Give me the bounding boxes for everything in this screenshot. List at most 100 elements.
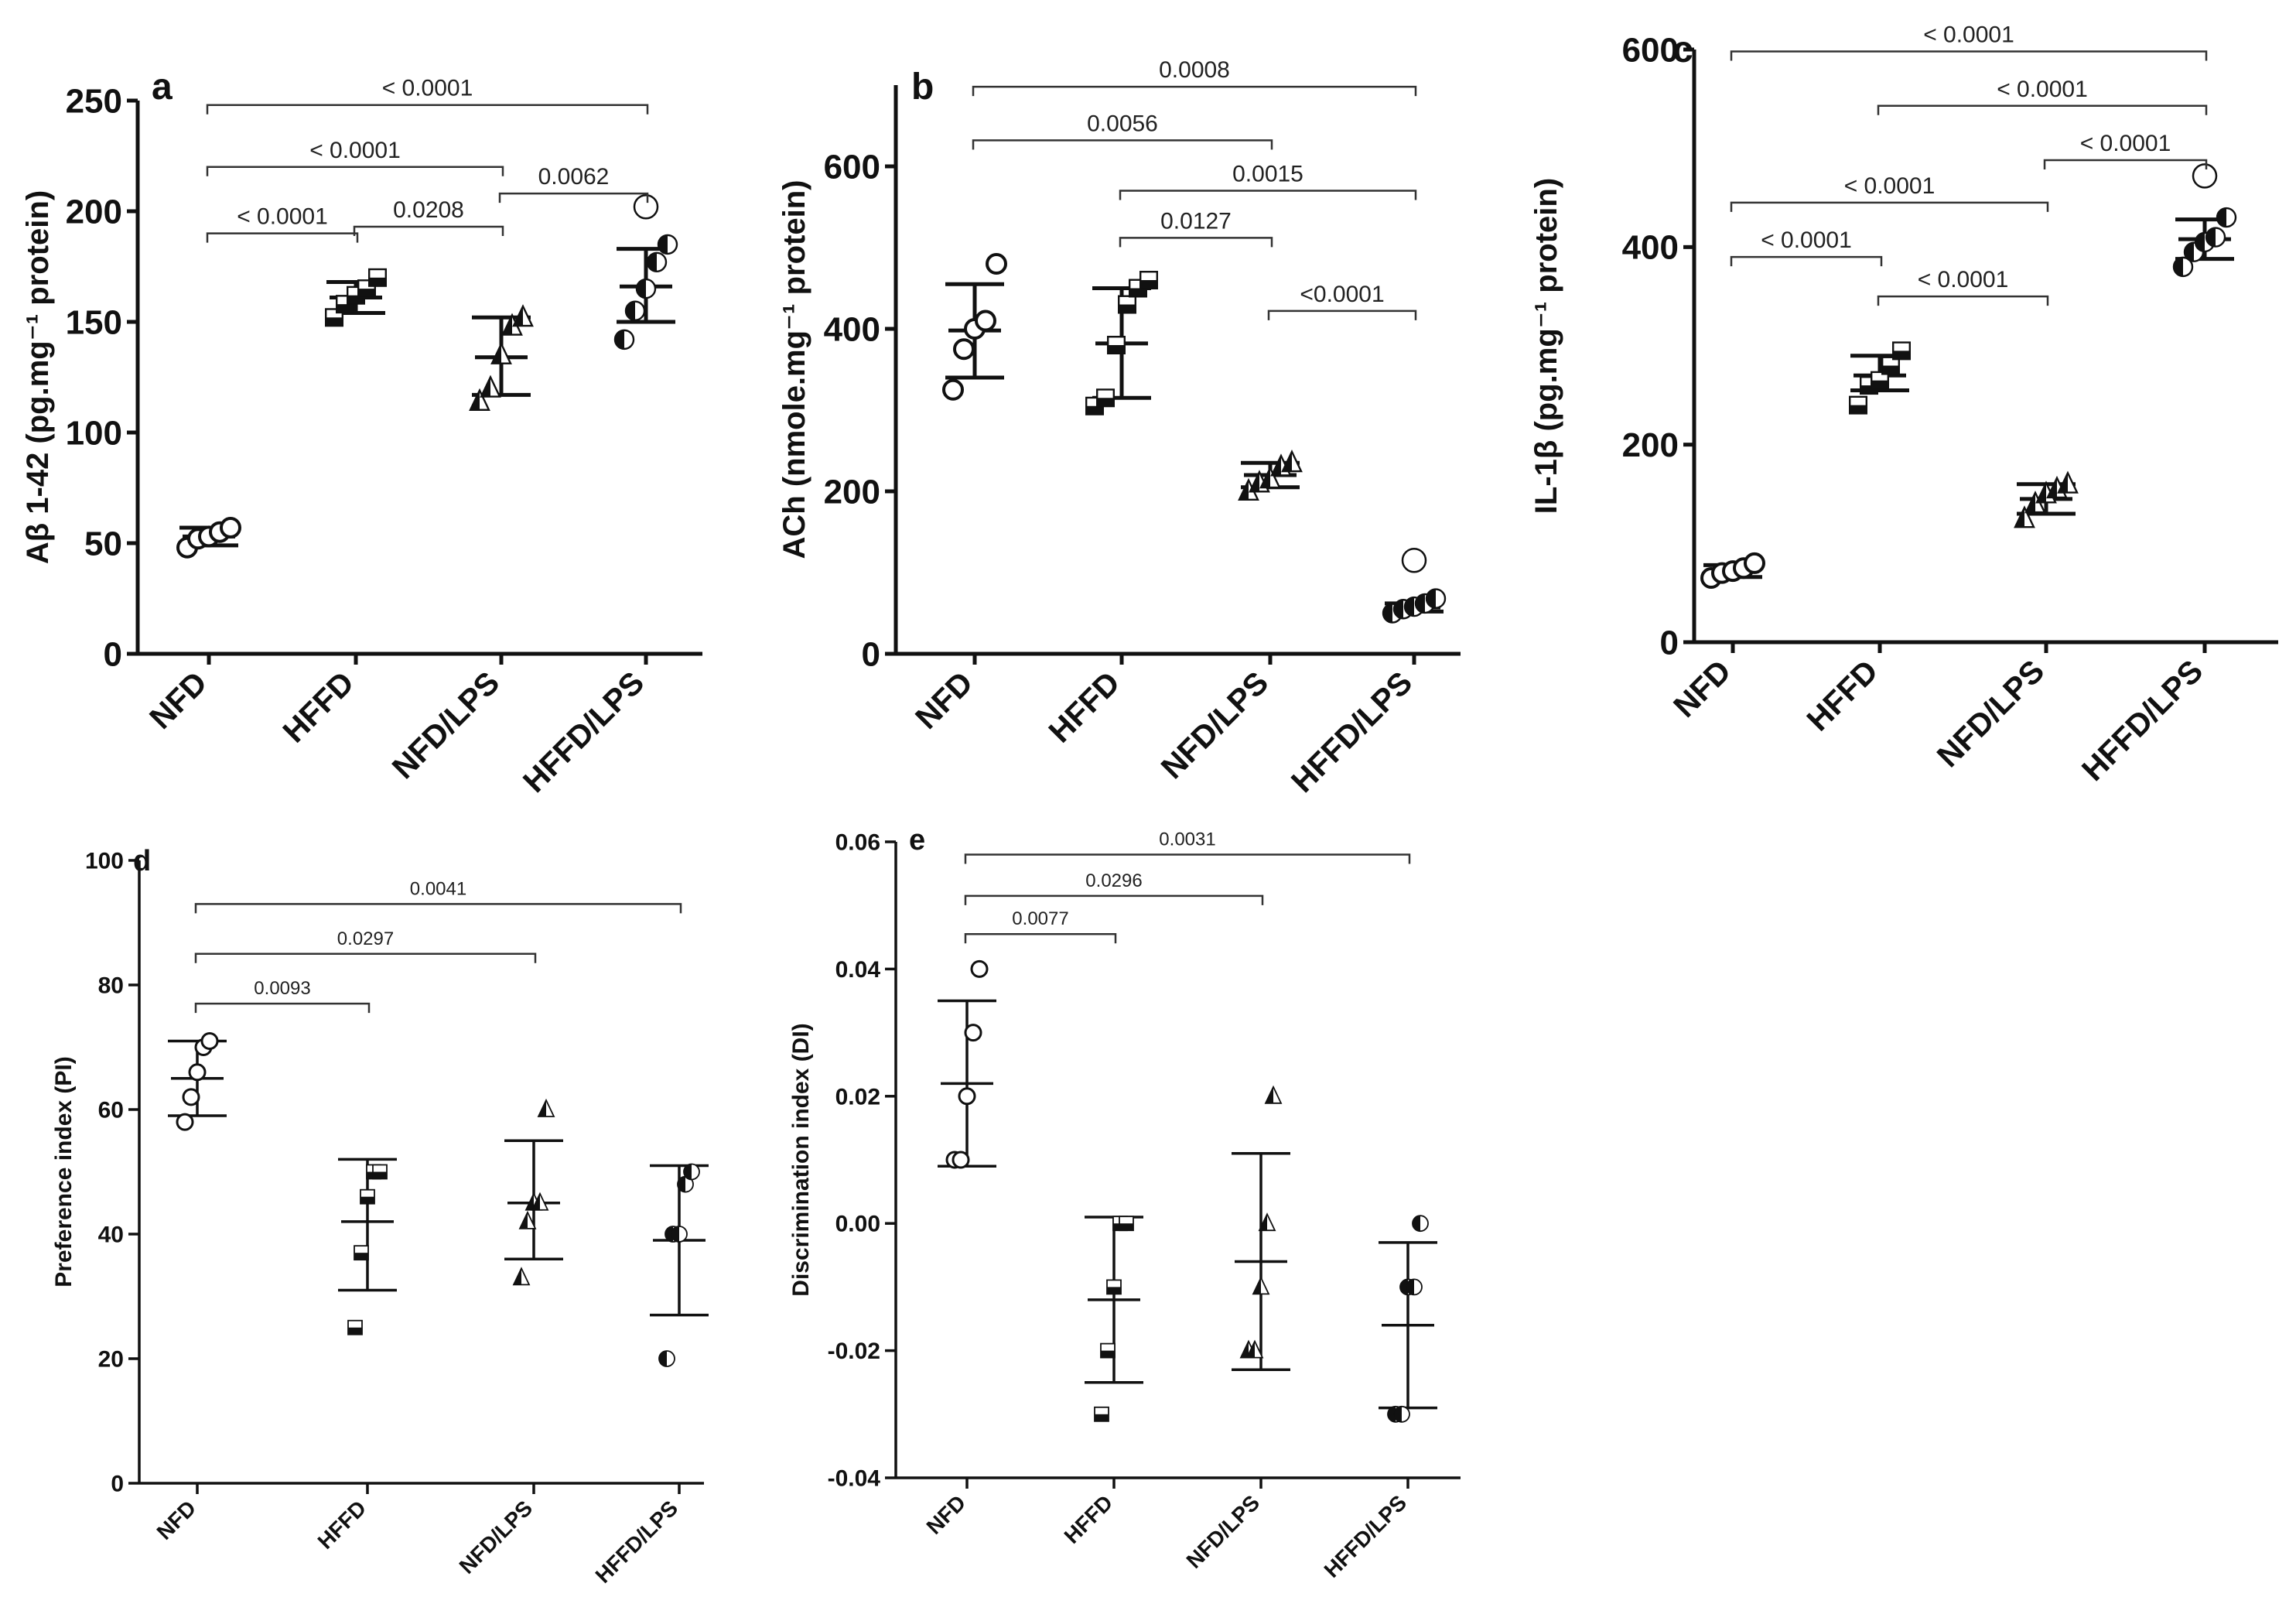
data-point-fill	[514, 306, 523, 327]
series-hffd	[1085, 1216, 1143, 1422]
y-axis-label: Discrimination index (DI)	[788, 1023, 814, 1296]
data-point-fill	[503, 315, 512, 335]
data-point-fill	[2206, 227, 2216, 247]
data-point-fill	[492, 344, 501, 364]
y-tick-label: 200	[66, 193, 122, 231]
y-axis-label: Aβ 1-42 (pg.mg⁻¹ protein)	[21, 190, 55, 564]
data-point-fill	[615, 330, 624, 349]
data-point-fill	[2037, 483, 2046, 503]
series-hffd	[1085, 271, 1158, 415]
bracket-line	[194, 952, 537, 963]
chart-panel-b: 0 200 400 600 b ACh (nmole.mg⁻¹ protein) NFD HF…	[777, 57, 1461, 799]
y-tick-label: 0	[104, 635, 122, 673]
chart-panel-a: 0 50 100 150 200 250 a Aβ 1-42 (pg.mg⁻¹ protein…	[21, 67, 702, 799]
significance-bracket: 0.0031	[964, 829, 1411, 864]
y-tick-label: 0.00	[835, 1212, 880, 1237]
bracket-line	[2043, 159, 2208, 169]
data-point-fill	[1400, 1279, 1408, 1295]
x-category-label: HFFD	[1042, 665, 1127, 750]
data-point-fill	[373, 1171, 387, 1179]
x-category-label: NFD	[1666, 653, 1737, 724]
data-point-fill	[2015, 508, 2024, 528]
data-point-fill	[637, 279, 646, 299]
y-tick-label: 0.04	[835, 957, 881, 983]
y-tick-label: 200	[824, 473, 880, 511]
data-point-fill	[1095, 1414, 1109, 1421]
significance-bracket: 0.0041	[194, 878, 682, 914]
x-category-label: HFFD	[313, 1496, 371, 1554]
x-category-label: NFD/LPS	[455, 1496, 538, 1578]
p-value-label: 0.0093	[254, 978, 310, 999]
significance-bracket: 0.0062	[498, 164, 649, 203]
data-point-fill	[1107, 1287, 1121, 1294]
data-point-fill	[532, 1193, 540, 1210]
series-hffd-lps	[613, 194, 678, 350]
data-point-fill	[671, 1226, 679, 1242]
data-point	[986, 253, 1007, 275]
p-value-label: < 0.0001	[309, 138, 401, 163]
series-nfd-lps	[1238, 450, 1303, 501]
series-nfd	[938, 959, 996, 1169]
p-value-label: 0.0056	[1087, 111, 1158, 136]
bracket-line	[1877, 295, 2049, 306]
y-tick-label: 100	[66, 414, 122, 452]
series-hffd	[325, 268, 388, 327]
data-point-fill	[358, 289, 375, 297]
series-hffd	[1848, 341, 1911, 415]
bracket-line	[194, 903, 682, 914]
data-point-fill	[1108, 345, 1125, 354]
p-value-label: < 0.0001	[382, 76, 473, 101]
significance-bracket: < 0.0001	[1877, 77, 2208, 115]
outlier-point	[2192, 163, 2218, 189]
x-category-label: HFFD	[1800, 653, 1885, 738]
data-point	[958, 1087, 976, 1106]
data-point-fill	[538, 1100, 546, 1116]
data-point-fill	[1097, 398, 1114, 407]
bracket-line	[1730, 50, 2208, 61]
p-value-label: 0.0077	[1012, 908, 1068, 929]
data-point-fill	[1850, 405, 1867, 414]
y-tick-label: 600	[1622, 31, 1679, 69]
p-value-label: 0.0008	[1159, 57, 1230, 83]
significance-bracket: < 0.0001	[206, 204, 359, 243]
data-point-fill	[626, 301, 635, 320]
data-point-fill	[2048, 477, 2057, 498]
bracket-line	[1730, 201, 2049, 212]
significance-bracket: 0.0056	[972, 111, 1273, 150]
data-point-fill	[1394, 1406, 1402, 1422]
significance-bracket: < 0.0001	[1730, 227, 1883, 267]
data-point-fill	[665, 1226, 673, 1242]
y-axis-label: ACh (nmole.mg⁻¹ protein)	[777, 180, 811, 559]
y-tick-label: 60	[98, 1098, 124, 1123]
data-point-fill	[678, 1176, 685, 1192]
bracket-line	[964, 932, 1117, 944]
data-point-fill	[1882, 365, 1899, 374]
panel-letter: d	[133, 845, 151, 877]
series-nfd	[168, 1031, 227, 1131]
data-point-fill	[1261, 467, 1270, 488]
data-point-fill	[1086, 405, 1103, 415]
series-hffd-lps	[1382, 548, 1447, 624]
y-tick-label: 100	[85, 849, 124, 874]
p-value-label: < 0.0001	[1761, 227, 1852, 253]
p-value-label: < 0.0001	[1923, 22, 2014, 48]
data-point	[1744, 552, 1765, 574]
series-hffd-lps	[650, 1163, 709, 1367]
series-nfd	[942, 253, 1007, 401]
y-tick-label: 0	[862, 635, 880, 673]
data-point-fill	[1283, 451, 1292, 472]
p-value-label: < 0.0001	[1997, 77, 2088, 102]
bracket-line	[1877, 104, 2208, 115]
data-point-fill	[360, 1196, 374, 1204]
bracket-line	[206, 232, 359, 243]
data-point	[964, 1024, 982, 1042]
data-point-fill	[659, 1351, 667, 1366]
p-value-label: 0.0208	[393, 197, 464, 223]
outlier-point	[1401, 548, 1427, 573]
data-point-fill	[1405, 597, 1414, 617]
data-point	[970, 959, 989, 978]
x-category-label: NFD/LPS	[1154, 665, 1276, 786]
significance-bracket: 0.0127	[1119, 208, 1273, 248]
significance-bracket: 0.0093	[194, 978, 371, 1014]
data-point-fill	[1406, 1279, 1414, 1295]
